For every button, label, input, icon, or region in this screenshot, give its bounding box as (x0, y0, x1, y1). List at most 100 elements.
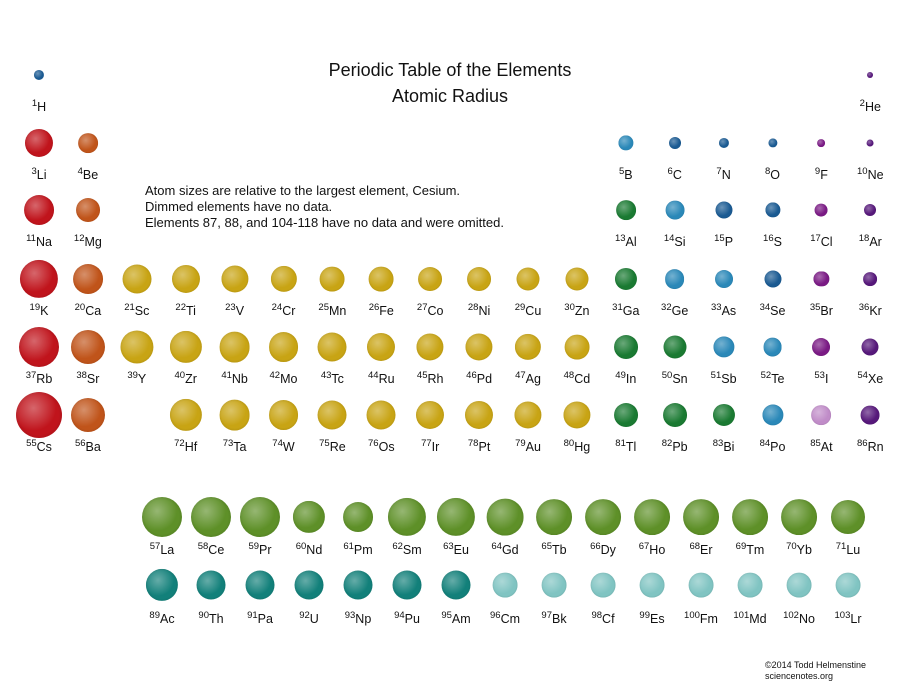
element-label: 47Ag (515, 371, 541, 386)
atomic-number: 59 (248, 541, 260, 552)
element-symbol: Lu (846, 543, 861, 557)
element-symbol: P (724, 235, 734, 249)
element-sphere-am (441, 570, 471, 600)
element-sphere-br (813, 271, 829, 287)
element-symbol: Ne (867, 168, 884, 182)
element-sphere-ag (514, 333, 542, 361)
atomic-number: 45 (416, 370, 428, 381)
element-sphere-cu (516, 267, 540, 291)
element-sphere-o (767, 138, 778, 148)
element-label: 2He (860, 99, 881, 114)
element-symbol: Li (36, 168, 47, 182)
element-symbol: K (40, 304, 49, 318)
atomic-number: 71 (835, 541, 847, 552)
atomic-number: 44 (368, 370, 379, 381)
atomic-number: 83 (712, 438, 724, 449)
element-sphere-u (294, 570, 324, 600)
atomic-number: 101 (733, 610, 750, 621)
element-label: 54Xe (857, 371, 884, 386)
element-symbol: H (37, 100, 47, 114)
element-label: 85At (810, 439, 832, 454)
element-symbol: Ag (525, 372, 541, 386)
atomic-number: 74 (272, 438, 283, 449)
element-symbol: Sb (721, 372, 737, 386)
element-sphere-nb (219, 331, 250, 363)
element-label: 3Li (31, 167, 47, 182)
element-sphere-k (19, 259, 59, 299)
element-symbol: Rb (36, 372, 53, 386)
atomic-number: 92 (299, 610, 310, 621)
element-label: 1H (32, 99, 47, 114)
element-label: 58Ce (198, 542, 225, 557)
element-symbol: Ru (378, 372, 395, 386)
element-label: 41Nb (221, 371, 248, 386)
atomic-number: 12 (73, 233, 85, 244)
element-symbol: Yb (796, 543, 812, 557)
notes: Atom sizes are relative to the largest e… (145, 183, 504, 231)
element-symbol: Tc (331, 372, 344, 386)
element-symbol: U (309, 612, 319, 626)
element-label: 32Ge (661, 303, 688, 318)
element-symbol: He (864, 100, 881, 114)
element-sphere-tb (536, 499, 572, 535)
element-symbol: Y (137, 372, 147, 386)
element-symbol: La (160, 543, 175, 557)
element-label: 81Tl (615, 439, 636, 454)
element-label: 75Re (319, 439, 346, 454)
element-symbol: Hg (574, 440, 591, 454)
element-label: 39Y (127, 370, 147, 386)
element-label: 96Cm (490, 611, 520, 626)
atomic-number: 78 (467, 438, 479, 449)
element-sphere-fm (688, 572, 714, 598)
element-symbol: Br (820, 304, 833, 318)
element-label: 30Zn (564, 303, 589, 318)
element-label: 76Os (368, 439, 395, 454)
element-sphere-la (141, 496, 183, 538)
element-symbol: Lr (850, 612, 862, 626)
element-label: 66Dy (590, 542, 616, 557)
element-sphere-tm (732, 499, 768, 535)
element-label: 36Kr (859, 303, 882, 318)
element-label: 57La (150, 542, 175, 557)
element-symbol: Nb (231, 372, 248, 386)
atomic-number: 7 (716, 166, 722, 177)
element-symbol: Bk (551, 612, 567, 626)
element-symbol: Xe (867, 372, 884, 386)
element-sphere-si (665, 200, 685, 220)
element-symbol: Fe (379, 304, 394, 318)
atomic-number: 49 (615, 370, 626, 381)
element-symbol: S (773, 235, 782, 249)
element-symbol: O (770, 168, 781, 182)
element-symbol: Ir (431, 440, 440, 454)
atomic-number: 6 (667, 166, 673, 177)
atomic-number: 39 (127, 370, 138, 381)
element-label: 50Sn (662, 371, 688, 386)
element-symbol: Te (771, 372, 785, 386)
atomic-number: 46 (466, 370, 477, 381)
element-sphere-bi (712, 403, 735, 427)
element-label: 61Pm (343, 542, 372, 557)
atomic-number: 8 (764, 166, 771, 177)
element-label: 79Au (515, 439, 541, 454)
element-sphere-in (613, 335, 638, 359)
element-sphere-er (683, 499, 719, 535)
element-label: 4Be (78, 167, 99, 182)
element-symbol: No (798, 612, 815, 626)
element-symbol: Pb (672, 440, 688, 454)
element-symbol: B (624, 168, 633, 182)
element-sphere-pt (465, 400, 494, 430)
element-sphere-rh (416, 333, 444, 361)
element-sphere-ce (190, 496, 232, 538)
element-symbol: Tb (551, 543, 567, 557)
atomic-number: 33 (711, 302, 722, 313)
atomic-number: 72 (174, 438, 185, 449)
element-label: 29Cu (515, 303, 542, 318)
element-symbol: Po (770, 440, 786, 454)
atomic-number: 31 (612, 302, 623, 313)
element-sphere-po (761, 404, 784, 426)
element-symbol: C (672, 168, 682, 182)
element-sphere-pr (239, 496, 281, 538)
element-symbol: As (721, 304, 737, 318)
element-symbol: Ce (208, 543, 225, 557)
subtitle: Atomic Radius (391, 86, 509, 106)
